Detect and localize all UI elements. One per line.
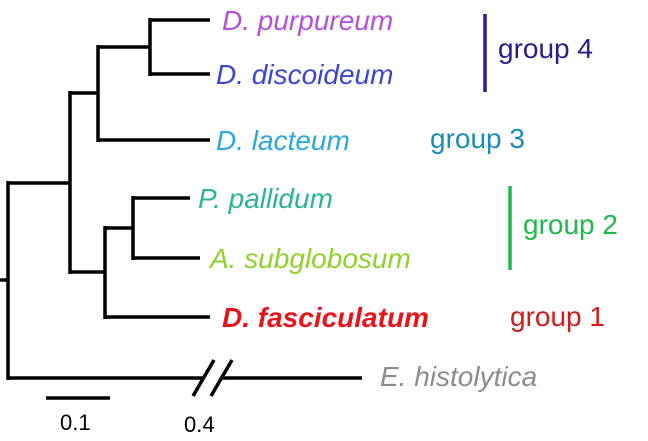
taxon-label: D. fasciculatum bbox=[222, 302, 429, 333]
group-label: group 1 bbox=[510, 301, 605, 332]
group-label: group 2 bbox=[523, 209, 618, 240]
taxon-label: A. subglobosum bbox=[208, 243, 411, 274]
tree-branches bbox=[0, 18, 362, 397]
break-mark-2 bbox=[209, 359, 234, 397]
group-label: group 3 bbox=[430, 123, 525, 154]
taxon-label: E. histolytica bbox=[380, 361, 537, 392]
taxon-label: D. lacteum bbox=[216, 125, 350, 156]
group-label: group 4 bbox=[498, 33, 593, 64]
taxon-label: D. purpureum bbox=[222, 5, 393, 36]
taxa-labels: D. purpureum D. discoideum D. lacteum P.… bbox=[198, 5, 537, 392]
taxon-label: P. pallidum bbox=[198, 183, 333, 214]
taxon-label: D. discoideum bbox=[216, 59, 393, 90]
break-mark-1 bbox=[191, 359, 216, 397]
scale-label: 0.1 bbox=[60, 410, 91, 435]
scale-bar: 0.1 0.4 bbox=[46, 396, 215, 437]
group-annotations: group 4 group 3 group 2 group 1 bbox=[430, 14, 618, 332]
break-scale-label: 0.4 bbox=[184, 412, 215, 437]
